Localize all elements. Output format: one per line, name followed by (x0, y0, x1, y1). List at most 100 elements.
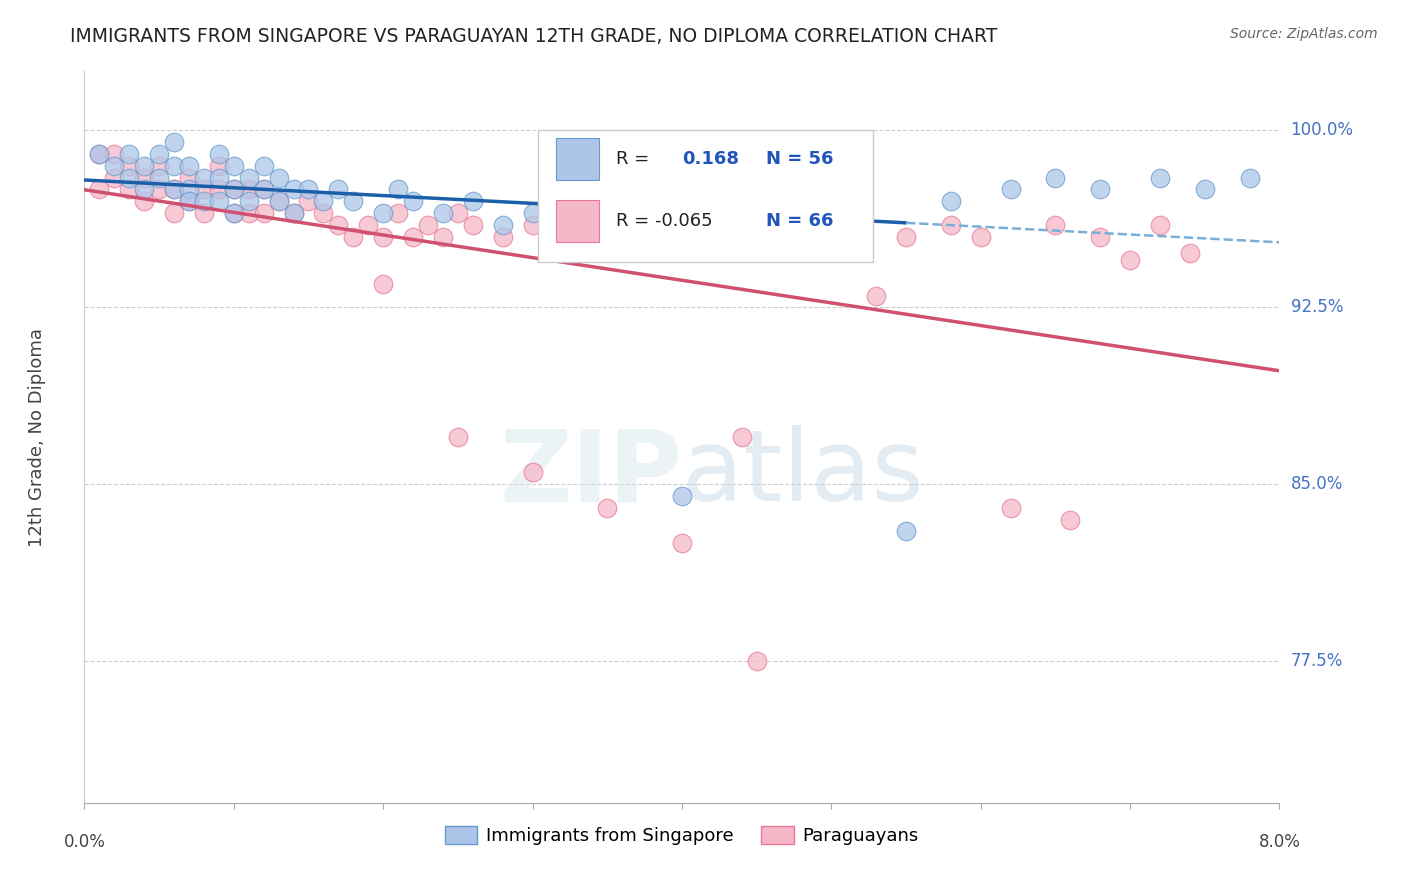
Point (1119, 253, 1142, 268)
Point (522, 218, 544, 232)
Point (1000, 500, 1022, 515)
Point (731, 430, 754, 444)
Point (671, 536, 693, 550)
Point (342, 229, 364, 244)
Point (238, 194, 260, 208)
Point (132, 182, 156, 196)
Text: 8.0%: 8.0% (1258, 833, 1301, 851)
Point (177, 170, 200, 185)
Point (820, 229, 842, 244)
Point (894, 229, 917, 244)
Point (894, 524, 917, 539)
Point (283, 206, 305, 220)
Text: R = -0.065: R = -0.065 (616, 211, 713, 230)
Point (89, 147, 111, 161)
Point (1149, 218, 1171, 232)
Point (596, 500, 619, 515)
Point (267, 194, 290, 208)
Point (297, 182, 319, 196)
Point (103, 159, 125, 173)
Point (89, 147, 111, 161)
Point (716, 182, 738, 196)
Point (312, 206, 335, 220)
Point (851, 182, 873, 196)
Point (163, 206, 186, 220)
Point (208, 182, 231, 196)
Point (148, 159, 170, 173)
Point (312, 194, 335, 208)
Point (1090, 229, 1112, 244)
Point (342, 194, 364, 208)
Text: Source: ZipAtlas.com: Source: ZipAtlas.com (1230, 27, 1378, 41)
Point (970, 229, 993, 244)
Point (267, 194, 290, 208)
FancyBboxPatch shape (538, 130, 873, 261)
Legend: Immigrants from Singapore, Paraguayans: Immigrants from Singapore, Paraguayans (437, 819, 927, 852)
Point (461, 218, 484, 232)
Text: 77.5%: 77.5% (1291, 652, 1343, 670)
Point (283, 182, 305, 196)
Point (193, 194, 215, 208)
Point (1178, 246, 1201, 260)
FancyBboxPatch shape (557, 137, 599, 180)
Point (208, 147, 231, 161)
Point (132, 159, 156, 173)
Point (253, 182, 276, 196)
Point (1045, 170, 1067, 185)
Point (148, 182, 170, 196)
Point (402, 229, 425, 244)
Point (267, 170, 290, 185)
Point (177, 159, 200, 173)
Point (103, 170, 125, 185)
Point (328, 218, 350, 232)
Point (373, 206, 395, 220)
Text: 100.0%: 100.0% (1291, 121, 1354, 139)
Point (492, 218, 515, 232)
Point (103, 147, 125, 161)
Point (581, 218, 603, 232)
Point (283, 206, 305, 220)
Point (596, 182, 619, 196)
Point (671, 489, 693, 503)
Point (461, 194, 484, 208)
Point (1000, 182, 1022, 196)
Text: IMMIGRANTS FROM SINGAPORE VS PARAGUAYAN 12TH GRADE, NO DIPLOMA CORRELATION CHART: IMMIGRANTS FROM SINGAPORE VS PARAGUAYAN … (70, 27, 998, 45)
Point (118, 147, 141, 161)
Point (357, 218, 380, 232)
Point (193, 170, 215, 185)
Point (373, 277, 395, 291)
Point (387, 206, 409, 220)
Point (193, 206, 215, 220)
Point (865, 288, 887, 302)
Point (193, 182, 215, 196)
Point (939, 194, 962, 208)
Point (148, 170, 170, 185)
Point (253, 206, 276, 220)
Point (132, 170, 156, 185)
Point (612, 229, 634, 244)
Point (432, 206, 454, 220)
Point (89, 182, 111, 196)
Point (222, 206, 245, 220)
Point (118, 182, 141, 196)
Point (939, 218, 962, 232)
Point (238, 206, 260, 220)
Point (641, 206, 664, 220)
Point (1059, 513, 1081, 527)
Point (551, 229, 574, 244)
Point (253, 159, 276, 173)
Text: 92.5%: 92.5% (1291, 298, 1343, 317)
Point (163, 159, 186, 173)
Point (447, 206, 470, 220)
Point (1239, 170, 1261, 185)
Point (402, 194, 425, 208)
Text: 85.0%: 85.0% (1291, 475, 1343, 493)
Point (253, 182, 276, 196)
Point (447, 430, 470, 444)
Point (761, 229, 783, 244)
Text: N = 66: N = 66 (766, 211, 834, 230)
Text: atlas: atlas (682, 425, 924, 522)
Point (222, 182, 245, 196)
Point (1045, 218, 1067, 232)
Point (297, 194, 319, 208)
